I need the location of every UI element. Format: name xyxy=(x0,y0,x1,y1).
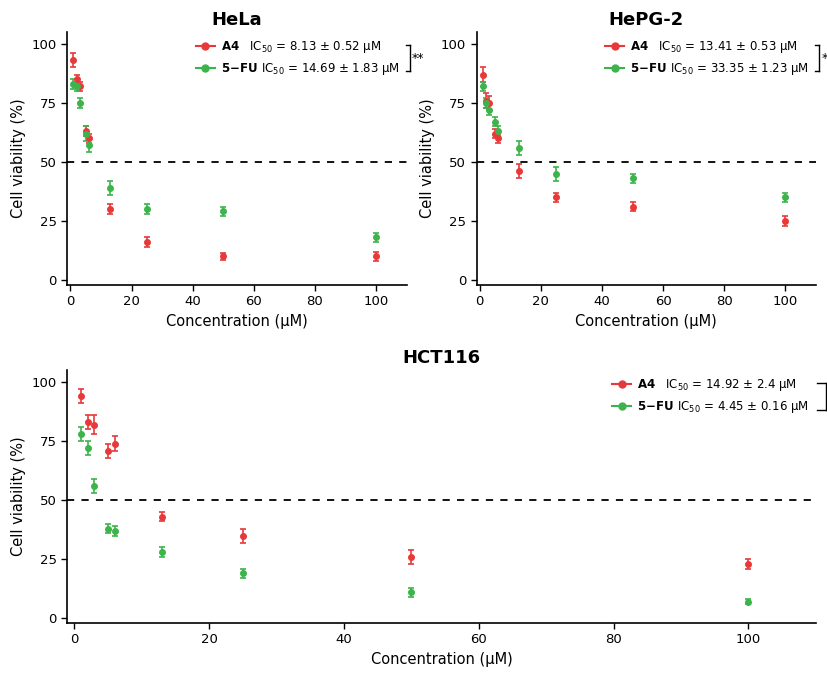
Text: **: ** xyxy=(821,52,827,64)
Title: HCT116: HCT116 xyxy=(403,349,480,367)
Legend: $\mathbf{A4}$   IC$_{50}$ = 13.41 ± 0.53 μM, $\mathbf{5\!-\!FU}$ IC$_{50}$ = 33.: $\mathbf{A4}$ IC$_{50}$ = 13.41 ± 0.53 μ… xyxy=(600,35,814,82)
Title: HeLa: HeLa xyxy=(212,11,262,29)
Y-axis label: Cell viability (%): Cell viability (%) xyxy=(420,98,436,218)
Y-axis label: Cell viability (%): Cell viability (%) xyxy=(11,98,26,218)
Text: **: ** xyxy=(412,52,424,64)
Y-axis label: Cell viability (%): Cell viability (%) xyxy=(11,437,26,557)
Title: HePG-2: HePG-2 xyxy=(609,11,684,29)
X-axis label: Concentration (μM): Concentration (μM) xyxy=(166,314,308,329)
Legend: $\mathbf{A4}$   IC$_{50}$ = 14.92 ± 2.4 μM, $\mathbf{5\!-\!FU}$ IC$_{50}$ = 4.45: $\mathbf{A4}$ IC$_{50}$ = 14.92 ± 2.4 μM… xyxy=(608,373,814,420)
X-axis label: Concentration (μM): Concentration (μM) xyxy=(576,314,717,329)
Legend: $\mathbf{A4}$   IC$_{50}$ = 8.13 ± 0.52 μM, $\mathbf{5\!-\!FU}$ IC$_{50}$ = 14.6: $\mathbf{A4}$ IC$_{50}$ = 8.13 ± 0.52 μM… xyxy=(191,35,404,82)
X-axis label: Concentration (μM): Concentration (μM) xyxy=(370,652,513,667)
